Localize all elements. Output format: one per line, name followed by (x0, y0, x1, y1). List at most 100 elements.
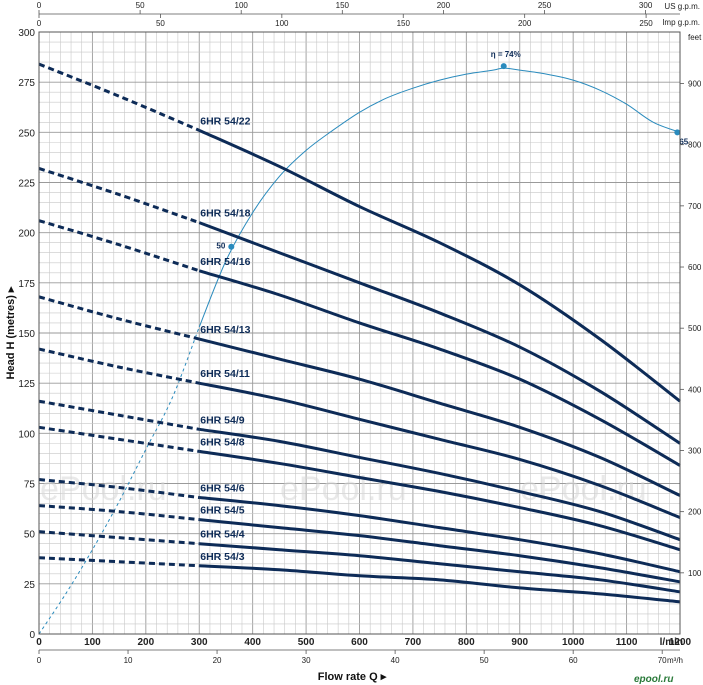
curve-solid-segment (198, 337, 681, 497)
pump-curve-6hr-54-11: 6HR 54/11 (38, 347, 681, 520)
pump-curve-6hr-54-16: 6HR 54/16 (38, 219, 681, 467)
m3h-tick-label: 0 (37, 656, 42, 665)
curve-solid-segment (199, 449, 681, 552)
pump-label: 6HR 54/3 (200, 551, 245, 563)
pump-label: 6HR 54/13 (200, 324, 250, 336)
curve-dashed-segment (38, 425, 200, 453)
curve-solid-segment (199, 496, 681, 574)
pump-label: 6HR 54/16 (200, 256, 250, 268)
y-axis-arrow: ▸ (5, 286, 17, 293)
x-tick-label: 500 (298, 637, 315, 648)
y-tick-label: 100 (18, 429, 35, 440)
curve-dashed-segment (38, 295, 200, 341)
m3h-tick-label: 40 (391, 656, 400, 665)
series-group: 6HR 54/22 6HR 54/18 6HR 54/16 6HR 54/13 6HR … (38, 62, 681, 604)
usgpm-tick-label: 150 (336, 1, 350, 10)
watermarks: ePool.ru ePool.ru ePool.ru (40, 470, 647, 508)
feet-tick-label: 200 (688, 508, 702, 517)
impgpm-tick-label: 0 (37, 19, 42, 28)
efficiency-label: 50 (216, 242, 225, 251)
x-axis-arrow: ▸ (380, 671, 387, 683)
x-tick-label: 400 (244, 637, 261, 648)
y-axis-title: Head H (metres) ▸ (5, 286, 17, 379)
pump-label: 6HR 54/5 (200, 505, 245, 517)
pump-curve-6hr-54-4: 6HR 54/4 (38, 529, 681, 594)
x-tick-label: 1000 (562, 637, 585, 648)
efficiency-point (674, 129, 681, 136)
feet-tick-label: 700 (688, 202, 702, 211)
pump-label: 6HR 54/18 (200, 208, 250, 220)
plot-frame (38, 31, 681, 635)
pump-curve-6hr-54-8: 6HR 54/8 (38, 425, 681, 552)
epool-logo: epool.ru (634, 674, 673, 685)
y-tick-label: 175 (18, 279, 35, 290)
curve-solid-segment (199, 542, 681, 594)
x-tick-label: 300 (191, 637, 208, 648)
pump-label: 6HR 54/4 (200, 529, 245, 541)
y-tick-label: 150 (18, 329, 35, 340)
feet-tick-label: 800 (688, 141, 702, 150)
curve-dashed-segment (38, 399, 200, 431)
y-tick-label: 250 (18, 128, 35, 139)
watermark-text: ePool.ru (520, 470, 647, 508)
pump-label: 6HR 54/22 (200, 115, 250, 127)
y-tick-label: 0 (29, 630, 35, 641)
usgpm-tick-label: 50 (136, 1, 145, 10)
m3h-tick-label: 10 (124, 656, 133, 665)
feet-tick-label: 900 (688, 80, 702, 89)
y-tick-label: 75 (24, 480, 36, 491)
y-unit-feet: feet (688, 33, 702, 42)
efficiency-point (500, 63, 507, 70)
pump-label: 6HR 54/6 (200, 483, 245, 495)
x-tick-label: 0 (36, 637, 42, 648)
efficiency-label: 65 (679, 137, 688, 146)
feet-tick-label: 600 (688, 263, 702, 272)
feet-tick-label: 500 (688, 324, 702, 333)
impgpm-tick-label: 200 (518, 19, 532, 28)
curve-solid-segment (198, 128, 681, 403)
x-tick-label: 200 (137, 637, 154, 648)
impgpm-tick-label: 100 (275, 19, 289, 28)
usgpm-tick-label: 100 (235, 1, 249, 10)
y-tick-label: 125 (18, 379, 35, 390)
usgpm-tick-label: 250 (538, 1, 552, 10)
x-unit-usgpm: US g.p.m. (664, 2, 700, 11)
efficiency-curve-solid (198, 67, 681, 328)
watermark-text: ePool.ru (40, 470, 167, 508)
pump-curve-6hr-54-18: 6HR 54/18 (38, 167, 681, 445)
pump-curve-6hr-54-22: 6HR 54/22 (38, 62, 681, 403)
m3h-tick-label: 60 (569, 656, 578, 665)
y-tick-label: 300 (18, 28, 35, 39)
impgpm-tick-label: 250 (639, 19, 653, 28)
usgpm-tick-label: 300 (639, 1, 653, 10)
feet-tick-label: 300 (688, 447, 702, 456)
pump-curve-6hr-54-13: 6HR 54/13 (38, 295, 681, 497)
y-tick-label: 200 (18, 229, 35, 240)
pump-curve-6hr-54-5: 6HR 54/5 (38, 504, 681, 584)
x-unit-m3h: m³/h (667, 656, 683, 665)
x-tick-label: 900 (511, 637, 528, 648)
x-tick-label: 600 (351, 637, 368, 648)
m3h-tick-label: 20 (213, 656, 222, 665)
x-tick-label: 1200 (669, 637, 692, 648)
pump-label: 6HR 54/9 (200, 414, 245, 426)
usgpm-tick-label: 200 (437, 1, 451, 10)
curve-solid-segment (198, 381, 681, 520)
pump-curve-6hr-54-6: 6HR 54/6 (38, 477, 681, 574)
x-axis-title: Flow rate Q ▸ (318, 671, 387, 683)
watermark-text: ePool.ru (280, 470, 407, 508)
efficiency-point (228, 243, 235, 250)
pump-curve-6hr-54-3: 6HR 54/3 (38, 551, 681, 604)
efficiency-label: η = 74% (491, 50, 521, 59)
x-tick-label: 700 (405, 637, 422, 648)
x-unit-lmin: l/min (660, 637, 683, 648)
m3h-tick-label: 30 (302, 656, 311, 665)
pump-curve-6hr-54-9: 6HR 54/9 (38, 399, 681, 542)
x-tick-label: 1100 (616, 637, 638, 648)
curve-dashed-segment (38, 477, 200, 500)
feet-tick-label: 400 (688, 385, 702, 394)
y-tick-label: 25 (24, 580, 36, 591)
x-tick-label: 800 (458, 637, 475, 648)
x-unit-impgpm: Imp g.p.m. (662, 18, 700, 27)
